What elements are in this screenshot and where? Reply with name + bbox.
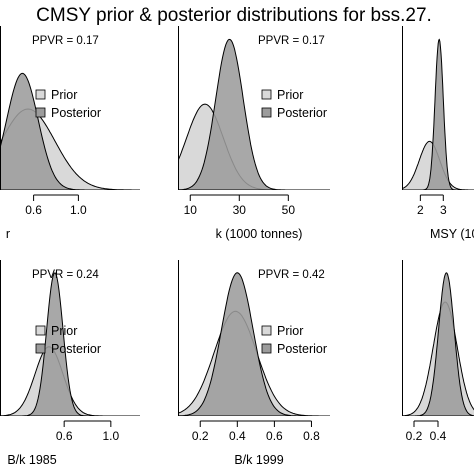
legend-prior-label: Prior [51,88,77,102]
x-tick-label: 0.4 [229,429,246,443]
x-tick-label: 0.6 [266,429,283,443]
posterior-density-area [402,272,474,416]
posterior-density-area [402,38,474,190]
figure-title: CMSY prior & posterior distributions for… [36,5,432,26]
panel-b-k-last: 0.2 0.4 [402,260,474,443]
x-tick-label: 10 [184,203,198,217]
x-tick-label: 0.6 [25,203,42,217]
legend-prior-swatch [35,325,46,336]
x-axis-label: k (1000 tonnes) [216,227,303,241]
panel-k: 10 30 50 k (1000 tonnes) PPVR = 0.17 Prior Pos… [178,26,330,241]
x-tick-label: 50 [282,203,296,217]
panels: 0.6 1.0 r PPVR = 0.17 Prior Posterior 10 30 50 k … [0,26,474,467]
ppvr-annotation: PPVR = 0.24 [32,269,99,281]
legend-prior-label: Prior [277,88,303,102]
posterior-density-area [0,72,140,190]
legend-posterior-swatch [35,343,46,354]
legend-prior-swatch [261,89,272,100]
panel-msy: 2 3 MSY (1000 [402,26,474,241]
legend-posterior-swatch [261,343,272,354]
x-axis-label: B/k 1999 [234,453,283,467]
ppvr-annotation: PPVR = 0.17 [32,35,99,47]
panel-b-k-1999: 0.2 0.4 0.6 0.8 B/k 1999 PPVR = 0.42 Prior Post… [178,260,330,467]
x-tick-label: 0.6 [56,429,73,443]
legend-posterior-swatch [261,107,272,118]
x-tick-label: 0.2 [406,429,423,443]
legend-posterior-label: Posterior [277,106,327,120]
x-tick-label: 3 [440,203,447,217]
x-tick-label: 2 [417,203,424,217]
legend: Prior Posterior [261,88,327,120]
x-tick-label: 0.4 [430,429,447,443]
panel-b-k-1985: 0.6 1.0 B/k 1985 PPVR = 0.24 Prior Posterior [0,260,140,467]
posterior-density-area [178,272,330,416]
legend: Prior Posterior [35,324,101,356]
x-tick-label: 30 [233,203,247,217]
x-tick-label: 1.0 [70,203,87,217]
x-tick-label: 0.8 [303,429,320,443]
legend-prior-swatch [261,325,272,336]
legend: Prior Posterior [261,324,327,356]
legend-prior-label: Prior [51,324,77,338]
legend-posterior-label: Posterior [51,106,101,120]
ppvr-annotation: PPVR = 0.42 [258,269,325,281]
legend-prior-swatch [35,89,46,100]
legend-posterior-label: Posterior [277,342,327,356]
x-axis-label: r [6,227,10,241]
posterior-density-area [0,272,140,416]
x-tick-label: 1.0 [102,429,119,443]
legend-posterior-swatch [35,107,46,118]
x-axis-label: B/k 1985 [7,453,56,467]
legend-prior-label: Prior [277,324,303,338]
ppvr-annotation: PPVR = 0.17 [258,35,325,47]
x-axis-label: MSY (1000 [430,227,474,241]
posterior-density-area [178,38,330,190]
legend: Prior Posterior [35,88,101,120]
legend-posterior-label: Posterior [51,342,101,356]
panel-r: 0.6 1.0 r PPVR = 0.17 Prior Posterior [0,26,140,241]
x-tick-label: 0.2 [192,429,209,443]
